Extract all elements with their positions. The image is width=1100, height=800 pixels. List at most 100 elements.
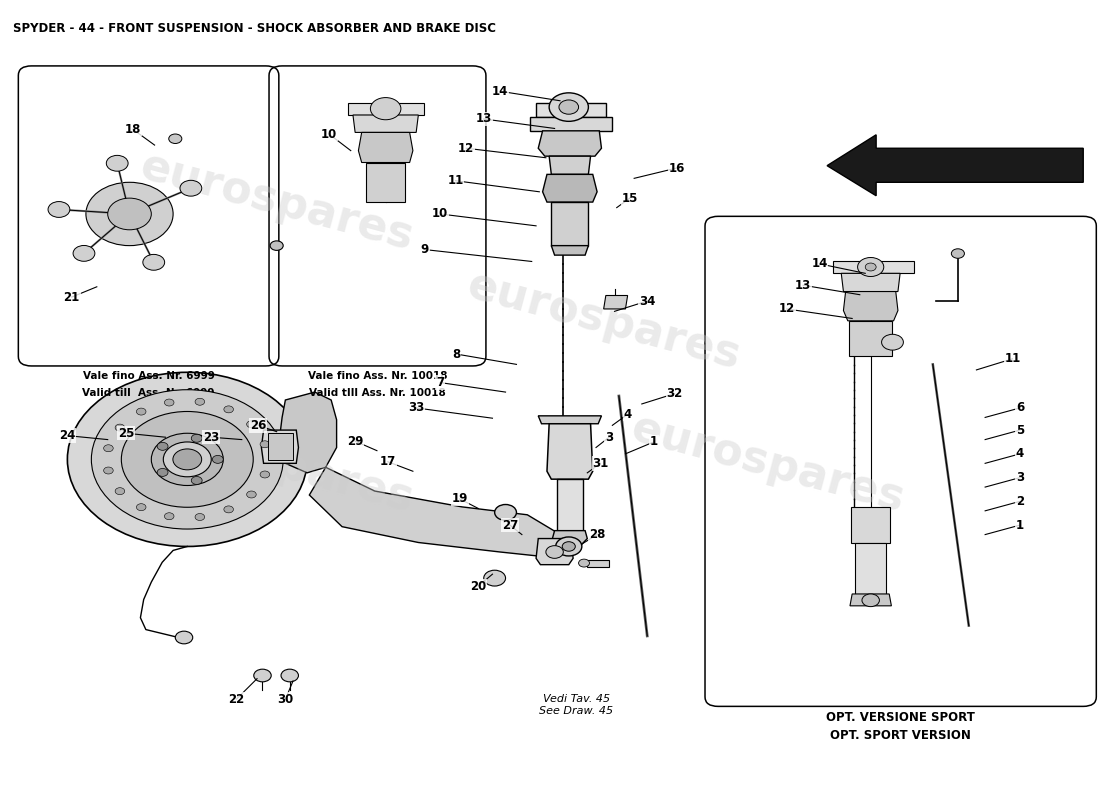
Circle shape <box>371 98 400 120</box>
Polygon shape <box>549 156 591 174</box>
Polygon shape <box>536 538 573 565</box>
Circle shape <box>108 198 152 230</box>
Text: 1: 1 <box>650 435 658 449</box>
Polygon shape <box>850 594 891 606</box>
Polygon shape <box>587 560 609 567</box>
Text: 7: 7 <box>436 376 444 389</box>
Circle shape <box>91 390 283 529</box>
Text: 33: 33 <box>408 402 425 414</box>
Polygon shape <box>536 103 606 117</box>
Circle shape <box>107 155 128 171</box>
Text: 1: 1 <box>1016 518 1024 531</box>
Circle shape <box>858 258 883 277</box>
Circle shape <box>121 411 253 507</box>
Text: 11: 11 <box>448 174 463 187</box>
Circle shape <box>260 441 270 448</box>
Circle shape <box>163 442 211 477</box>
Text: 14: 14 <box>492 85 508 98</box>
Circle shape <box>549 93 588 122</box>
Circle shape <box>246 491 256 498</box>
Circle shape <box>495 505 516 520</box>
Text: 30: 30 <box>277 693 294 706</box>
Text: Valid till  Ass. Nr. 6999: Valid till Ass. Nr. 6999 <box>82 388 214 398</box>
Circle shape <box>136 504 146 510</box>
Circle shape <box>195 398 205 406</box>
Text: 8: 8 <box>452 347 461 361</box>
Circle shape <box>157 469 168 476</box>
Circle shape <box>254 669 272 682</box>
Text: 10: 10 <box>321 127 337 141</box>
Polygon shape <box>552 530 587 546</box>
Circle shape <box>862 594 879 606</box>
Circle shape <box>546 546 563 558</box>
Text: 23: 23 <box>204 430 219 444</box>
Text: 15: 15 <box>621 192 638 205</box>
Text: 4: 4 <box>1016 447 1024 460</box>
Circle shape <box>866 263 876 271</box>
Circle shape <box>556 537 582 556</box>
Polygon shape <box>268 434 293 460</box>
Text: 6: 6 <box>1016 402 1024 414</box>
Circle shape <box>67 372 307 546</box>
Polygon shape <box>856 542 886 594</box>
Polygon shape <box>842 274 900 291</box>
Polygon shape <box>557 479 583 530</box>
Circle shape <box>175 631 192 644</box>
Text: 10: 10 <box>432 207 449 221</box>
Text: 12: 12 <box>459 142 474 154</box>
Polygon shape <box>833 262 914 274</box>
Text: 27: 27 <box>502 518 518 531</box>
Text: 3: 3 <box>1016 471 1024 484</box>
Polygon shape <box>529 117 613 131</box>
Circle shape <box>271 241 283 250</box>
Text: 3: 3 <box>605 430 613 444</box>
Circle shape <box>173 449 201 470</box>
Text: eurospares: eurospares <box>462 264 745 378</box>
Circle shape <box>168 134 182 143</box>
Polygon shape <box>851 507 890 542</box>
Circle shape <box>157 442 168 450</box>
Polygon shape <box>359 133 412 162</box>
Circle shape <box>103 467 113 474</box>
Text: 29: 29 <box>346 434 363 448</box>
Text: 21: 21 <box>64 290 80 303</box>
Circle shape <box>280 669 298 682</box>
Circle shape <box>246 421 256 428</box>
Text: 4: 4 <box>624 408 631 421</box>
Polygon shape <box>309 467 571 558</box>
Text: 31: 31 <box>592 457 608 470</box>
Polygon shape <box>849 321 892 357</box>
Text: eurospares: eurospares <box>135 406 418 521</box>
Circle shape <box>559 100 579 114</box>
Circle shape <box>224 506 233 513</box>
Text: 16: 16 <box>669 162 685 174</box>
Circle shape <box>881 334 903 350</box>
Polygon shape <box>262 430 298 463</box>
Polygon shape <box>551 246 588 255</box>
Text: OPT. SPORT VERSION: OPT. SPORT VERSION <box>830 729 971 742</box>
Circle shape <box>191 434 202 442</box>
Circle shape <box>86 182 173 246</box>
Text: eurospares: eurospares <box>135 145 418 259</box>
Circle shape <box>195 514 205 521</box>
Polygon shape <box>366 162 405 202</box>
Text: 28: 28 <box>588 528 605 541</box>
Circle shape <box>164 513 174 520</box>
Circle shape <box>260 471 270 478</box>
Text: 19: 19 <box>452 493 468 506</box>
Text: 2: 2 <box>1016 495 1024 508</box>
Polygon shape <box>542 174 597 202</box>
Polygon shape <box>538 131 602 156</box>
Circle shape <box>952 249 965 258</box>
Text: 13: 13 <box>475 113 492 126</box>
Circle shape <box>562 542 575 551</box>
Circle shape <box>73 246 95 262</box>
Text: eurospares: eurospares <box>626 406 909 521</box>
Text: 24: 24 <box>59 429 76 442</box>
Circle shape <box>484 570 506 586</box>
Polygon shape <box>551 202 588 246</box>
Polygon shape <box>844 291 898 321</box>
Circle shape <box>212 455 223 463</box>
Text: 22: 22 <box>228 693 244 706</box>
Polygon shape <box>547 424 593 479</box>
